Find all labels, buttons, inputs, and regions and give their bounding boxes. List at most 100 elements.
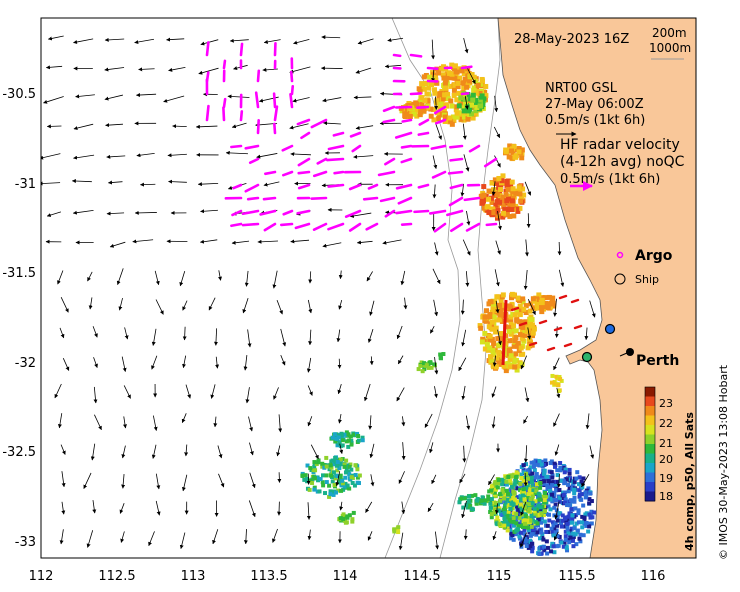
sst-pixel [471,74,477,80]
sst-pixel [339,433,344,438]
sst-pixel [506,325,512,331]
radar-vector [409,92,423,96]
sst-pixel [451,92,457,98]
current-vector [524,181,532,196]
sst-pixel [581,533,586,538]
radar-vector [254,91,260,109]
sst-pixel [428,106,434,112]
sst-pixel [313,468,318,473]
radar-vector [400,157,413,164]
sst-pixel [449,62,455,68]
radar-vector-red [553,326,563,332]
sst-pixel [553,381,558,386]
sst-pixel [536,292,542,298]
radar-vector [463,196,481,202]
sst-pixel [533,475,538,480]
sst-pixel [496,503,501,508]
sst-pixel [483,93,489,99]
sst-pixel [341,516,346,521]
radar-vector [230,144,243,149]
sst-pixel [352,432,357,437]
sst-pixel [338,516,343,521]
sst-pixel [586,529,591,534]
sst-pixel [469,72,475,78]
sst-pixel [569,526,574,531]
radar-vector-red [563,342,573,348]
sst-pixel [517,516,522,521]
sst-pixel [566,531,571,536]
sst-pixel [502,207,508,213]
sst-pixel [513,351,519,357]
sst-pixel [335,474,340,479]
imos-credit: © IMOS 30-May-2023 13:08 Hobart [717,364,730,560]
sst-pixel [484,338,490,344]
sst-pixel [553,482,558,487]
sst-pixel [487,314,493,320]
sst-pixel [549,459,554,464]
current-vector [357,38,374,45]
sst-pixel [494,192,500,198]
sst-pixel [396,530,401,535]
sst-pixel [509,207,515,213]
sst-pixel [570,484,575,489]
sst-pixel [557,534,562,539]
current-vector [62,358,70,371]
radar-vector [449,183,464,190]
sst-pixel [447,115,453,121]
sst-pixel [350,517,355,522]
current-vector [553,531,559,541]
sst-pixel [557,511,562,516]
sst-pixel [573,506,578,511]
sst-pixel [510,474,515,479]
sst-pixel [529,460,534,465]
colorbar-tick-22: 22 [659,417,673,430]
sst-pixel [534,304,540,310]
radar-vector [280,222,294,227]
sst-pixel [567,529,572,534]
sst-pixel [577,488,582,493]
sst-pixel [537,512,542,517]
sst-pixel [482,314,488,320]
sst-pixel [499,318,505,324]
radar-vector [310,196,328,201]
sst-pixel [457,75,463,81]
y-tick-31.5: -31.5 [2,266,36,281]
sst-pixel [562,500,567,505]
current-vector [494,155,501,168]
sst-pixel [496,317,502,323]
sst-pixel [537,528,542,533]
radar-vector [312,170,328,178]
sst-pixel [462,496,467,501]
current-vector [370,474,375,487]
sst-pixel [522,497,527,502]
sst-pixel [407,113,413,119]
sst-pixel [436,70,442,76]
sst-pixel [302,477,307,482]
sst-pixel [338,462,343,467]
sst-pixel [489,180,495,186]
sst-pixel [487,299,493,305]
radar-vector [241,222,260,227]
sst-pixel [422,367,427,372]
sst-pixel [503,340,509,346]
current-vector [199,239,218,244]
sst-pixel [469,493,474,498]
sst-pixel [530,532,535,537]
sst-pixel [327,494,332,499]
sst-pixel [498,182,504,188]
current-vector [86,530,94,548]
sst-pixel [510,311,516,317]
current-vector [60,297,69,313]
sst-pixel [510,186,516,192]
current-vector [249,472,256,489]
sst-pixel [536,491,541,496]
current-vector [523,445,528,463]
sst-pixel [549,549,554,554]
current-vector [172,124,187,129]
sst-pixel [548,507,553,512]
sst-pixel [577,494,582,499]
sst-pixel [523,310,529,316]
current-vector [218,473,225,488]
radar-vector-red [510,306,520,312]
sst-pixel [331,462,336,467]
